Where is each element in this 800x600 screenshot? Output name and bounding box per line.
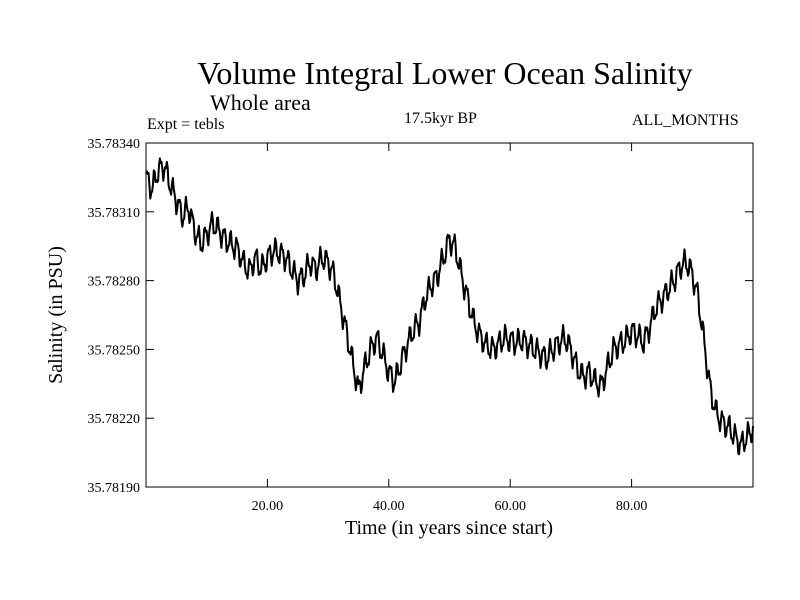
y-tick-label: 35.78190 <box>88 481 141 496</box>
x-tick-label: 60.00 <box>494 499 526 514</box>
chart-title: Volume Integral Lower Ocean Salinity <box>197 55 693 91</box>
plot-frame <box>145 142 754 488</box>
period-label: 17.5kyr BP <box>404 110 477 127</box>
y-tick-label: 35.78220 <box>88 412 141 427</box>
x-axis-label: Time (in years since start) <box>345 517 553 539</box>
months-label: ALL_MONTHS <box>632 112 739 129</box>
x-tick-label: 40.00 <box>373 499 405 514</box>
salinity-series-line <box>145 157 754 456</box>
x-tick-label: 20.00 <box>252 499 284 514</box>
y-tick-label: 35.78280 <box>88 275 141 290</box>
x-tick-label: 80.00 <box>616 499 648 514</box>
experiment-label: Expt = tebls <box>147 116 225 133</box>
y-tick-label: 35.78340 <box>88 137 141 152</box>
y-axis-label: Salinity (in PSU) <box>45 246 67 384</box>
x-axis-ticks: 20.00 40.00 60.00 80.00 <box>252 143 648 514</box>
y-axis-ticks: 35.78190 35.78220 35.78250 35.78280 35.78310… <box>88 137 753 496</box>
y-tick-label: 35.78310 <box>88 206 141 221</box>
chart-subtitle: Whole area <box>210 90 311 115</box>
y-tick-label: 35.78250 <box>88 343 141 358</box>
